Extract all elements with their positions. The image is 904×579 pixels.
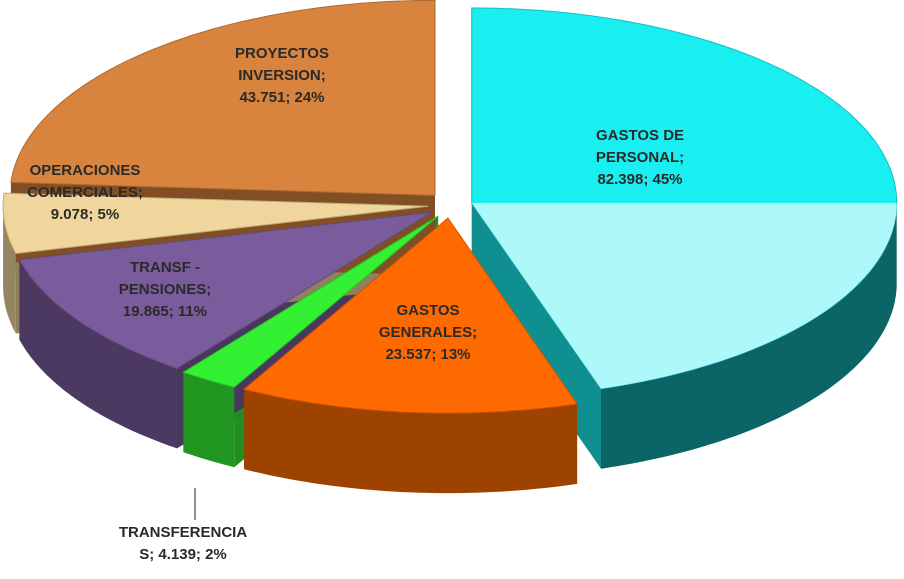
data-label-line: GENERALES; (379, 324, 477, 341)
data-label: OPERACIONES COMERCIALES; 9.078; 5% (27, 162, 143, 223)
data-label-line: OPERACIONES (30, 162, 141, 179)
data-label-line: TRANSFERENCIA (119, 524, 248, 541)
data-label-line: 43.751; 24% (239, 89, 324, 106)
data-label-line: PROYECTOS (235, 45, 329, 62)
slice (243, 217, 578, 414)
data-label: TRANSFERENCIA S; 4.139; 2% (119, 524, 248, 563)
slice-side (3, 206, 16, 334)
data-label-line: GASTOS DE (596, 127, 684, 144)
data-label-line: 23.537; 13% (385, 346, 470, 363)
slice-side (244, 389, 578, 494)
slice (2, 192, 429, 255)
slice-side (183, 372, 235, 468)
slice-highlight (471, 203, 897, 389)
slice-side (19, 259, 178, 449)
data-label-line: GASTOS (396, 302, 459, 319)
data-label-line: S; 4.139; 2% (139, 546, 227, 563)
slice (10, 0, 436, 196)
data-label-line: 9.078; 5% (51, 206, 119, 223)
data-label: GASTOS DE PERSONAL; 82.398; 45% (596, 127, 684, 188)
slice (182, 215, 439, 388)
data-label-line: PERSONAL; (596, 149, 684, 166)
data-label: TRANSF - PENSIONES; 19.865; 11% (119, 259, 212, 320)
data-label-line: COMERCIALES; (27, 184, 143, 201)
data-label-line: PENSIONES; (119, 281, 212, 298)
data-label-line: 19.865; 11% (123, 303, 207, 320)
data-label-line: TRANSF - (130, 259, 200, 276)
data-label-line: 82.398; 45% (597, 171, 682, 188)
data-label-line: INVERSION; (238, 67, 326, 84)
slice-side (601, 203, 897, 469)
data-label: GASTOS GENERALES; 23.537; 13% (379, 302, 477, 363)
data-label: PROYECTOS INVERSION; 43.751; 24% (235, 45, 329, 106)
slice (18, 211, 432, 369)
